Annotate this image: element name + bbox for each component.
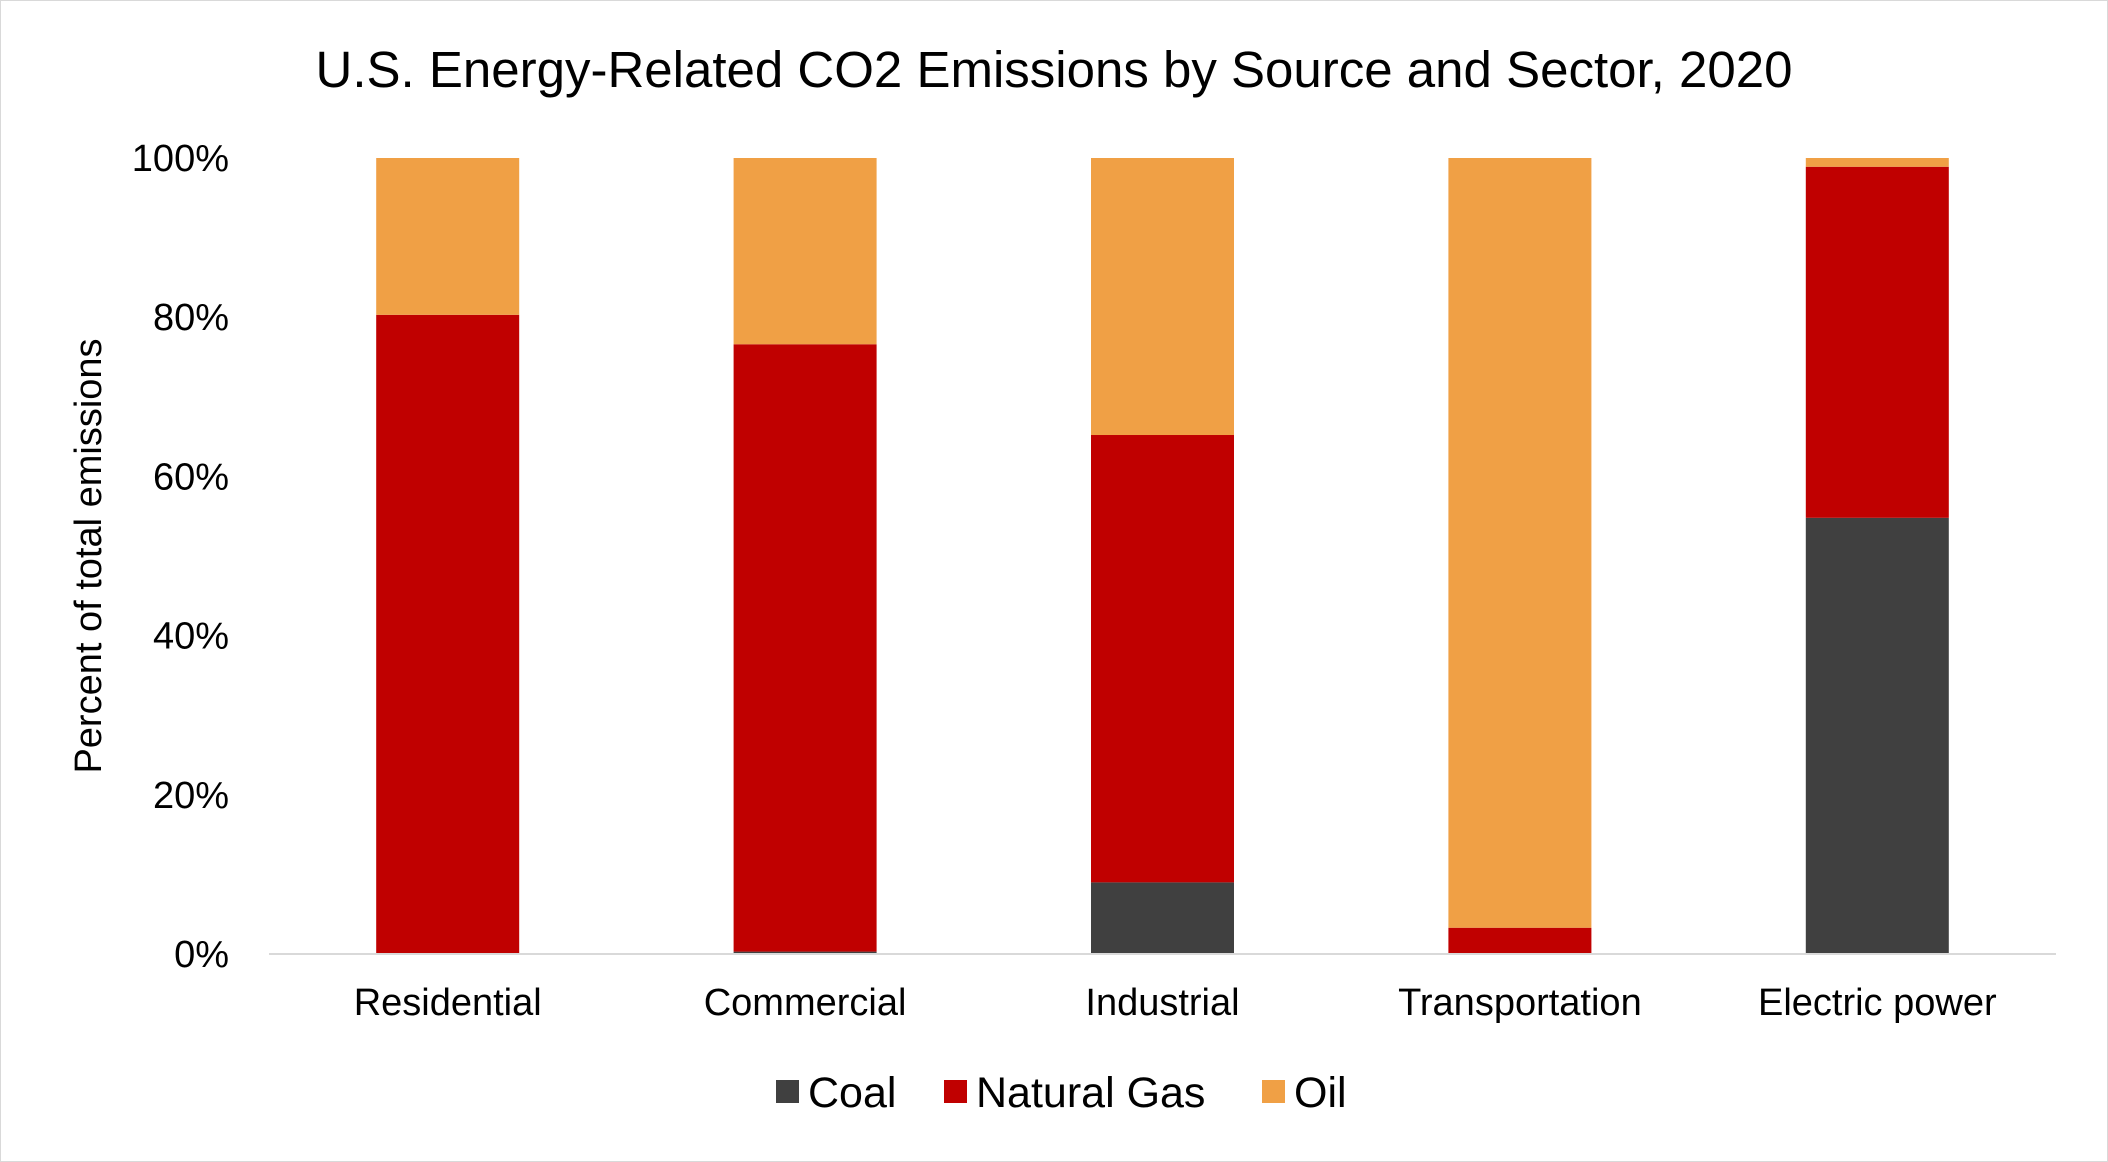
legend-label: Oil (1294, 1069, 1347, 1117)
y-tick-label: 40% (153, 616, 229, 658)
bar-natural-gas-commercial (733, 344, 877, 952)
y-axis-ticks: 0% 20% 40% 60% 80% 100% (132, 138, 229, 976)
legend-label: Natural Gas (976, 1069, 1205, 1117)
y-tick-label: 100% (132, 138, 229, 180)
bar-natural-gas-electric-power (1805, 166, 1949, 518)
legend-label: Coal (808, 1069, 896, 1117)
legend-swatch (1262, 1080, 1285, 1103)
bar-natural-gas-residential (376, 314, 520, 954)
y-tick-label: 80% (153, 297, 229, 339)
x-tick-label: Industrial (1085, 982, 1239, 1024)
bars-group (376, 158, 1949, 954)
legend-item-coal: Coal (776, 1069, 896, 1117)
bar-coal-commercial (733, 951, 877, 954)
y-tick-label: 20% (153, 775, 229, 817)
x-tick-label: Residential (354, 982, 542, 1024)
legend-item-natural-gas: Natural Gas (944, 1069, 1205, 1117)
x-axis-labels: Residential Commercial Industrial Transport… (354, 982, 1997, 1024)
bar-natural-gas-transportation (1448, 927, 1592, 954)
legend-swatch (944, 1080, 967, 1103)
bar-oil-residential (376, 158, 520, 315)
y-tick-label: 0% (174, 934, 229, 976)
x-tick-label: Electric power (1758, 982, 1997, 1024)
bar-oil-industrial (1091, 158, 1234, 436)
legend-item-oil: Oil (1262, 1069, 1347, 1117)
y-axis-title: Percent of total emissions (68, 338, 110, 773)
x-tick-label: Transportation (1398, 982, 1642, 1024)
legend: Coal Natural Gas Oil (776, 1069, 1347, 1117)
bar-oil-commercial (733, 158, 877, 345)
y-tick-label: 60% (153, 456, 229, 498)
bar-coal-industrial (1091, 882, 1234, 954)
bar-oil-electric-power (1805, 158, 1949, 167)
bar-oil-transportation (1448, 158, 1592, 928)
legend-swatch (776, 1080, 799, 1103)
bar-natural-gas-industrial (1091, 435, 1234, 883)
bar-coal-electric-power (1805, 517, 1949, 954)
x-tick-label: Commercial (704, 982, 907, 1024)
chart-title: U.S. Energy-Related CO2 Emissions by Sou… (316, 41, 1793, 98)
